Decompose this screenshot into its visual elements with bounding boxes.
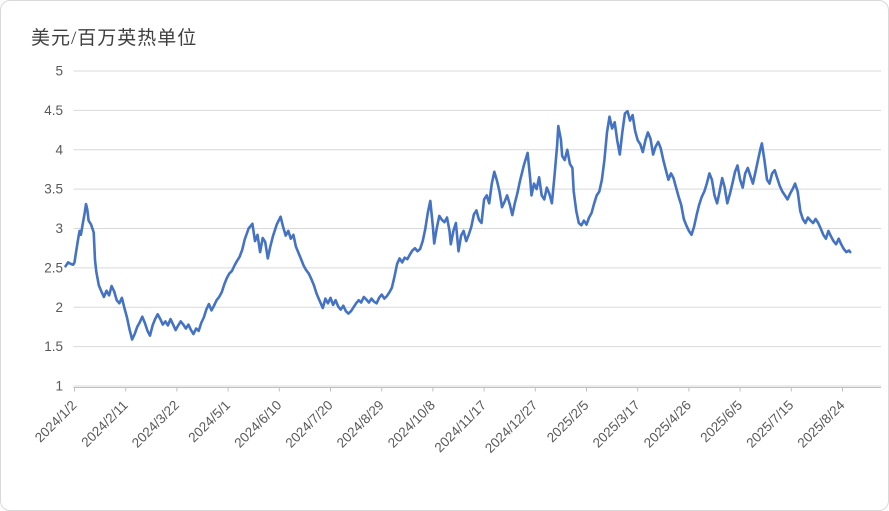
y-tick-label: 1 bbox=[55, 379, 63, 394]
x-tick-label: 2024/12/27 bbox=[482, 398, 540, 456]
y-tick-label: 1.5 bbox=[44, 339, 63, 354]
y-tick-label: 4.5 bbox=[44, 103, 63, 118]
x-tick-label: 2025/6/5 bbox=[697, 398, 745, 446]
x-tick-label: 2025/2/5 bbox=[544, 398, 592, 446]
x-tick-label: 2024/2/11 bbox=[78, 398, 130, 450]
y-tick-label: 4 bbox=[55, 142, 63, 157]
x-tick-label: 2024/1/2 bbox=[32, 398, 80, 446]
chart-title: 美元/百万英热单位 bbox=[31, 28, 198, 49]
y-tick-label: 3.5 bbox=[44, 182, 63, 197]
x-tick-label: 2025/4/26 bbox=[641, 398, 694, 451]
y-tick-label: 5 bbox=[55, 64, 63, 79]
x-tick-label: 2024/3/22 bbox=[129, 398, 182, 451]
x-tick-label: 2024/8/29 bbox=[334, 398, 387, 451]
y-tick-label: 3 bbox=[55, 221, 63, 236]
x-tick-label: 2025/3/17 bbox=[590, 398, 643, 451]
y-tick-label: 2 bbox=[55, 300, 63, 315]
x-tick-label: 2024/5/1 bbox=[185, 398, 233, 446]
x-tick-label: 2024/6/10 bbox=[231, 398, 284, 451]
y-tick-label: 2.5 bbox=[44, 260, 63, 275]
x-tick-label: 2024/11/17 bbox=[432, 398, 490, 456]
x-tick-label: 2024/7/20 bbox=[283, 398, 336, 451]
x-tick-label: 2025/7/15 bbox=[743, 398, 796, 451]
x-tick-label: 2024/10/8 bbox=[385, 398, 438, 451]
price-line bbox=[64, 109, 852, 341]
x-tick-label: 2025/8/24 bbox=[795, 397, 848, 450]
